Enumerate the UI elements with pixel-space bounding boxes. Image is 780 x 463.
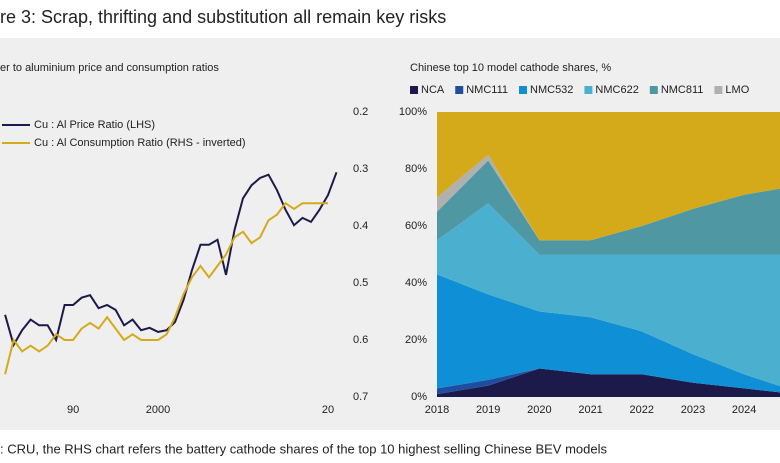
legend-label: Cu : Al Price Ratio (LHS): [34, 119, 155, 131]
legend-swatch: [410, 86, 418, 94]
x-tick-label: 2022: [630, 404, 654, 416]
x-tick-label: 20: [322, 404, 334, 416]
legend-label: NMC811: [661, 84, 704, 96]
area: [437, 203, 780, 387]
area: [437, 368, 780, 397]
x-tick-label: 2000: [146, 404, 170, 416]
area: [437, 112, 780, 241]
x-tick-label: 2020: [527, 404, 551, 416]
y-tick-label: 20%: [405, 334, 427, 346]
y2-tick-label: 0.3: [353, 163, 368, 175]
legend-label: NCA: [421, 84, 445, 96]
legend-swatch: [649, 86, 658, 94]
y2-tick-label: 0.7: [353, 391, 368, 403]
line: [4, 201, 328, 375]
figure-title: re 3: Scrap, thrifting and substitution …: [0, 7, 446, 27]
chart-title: Chinese top 10 model cathode shares, %: [410, 62, 611, 74]
legend-label: NMC622: [595, 84, 638, 96]
legend-label: NMC532: [530, 84, 573, 96]
area: [437, 160, 780, 255]
x-tick-label: 2024: [732, 404, 756, 416]
legend-swatch: [455, 86, 464, 94]
x-tick-label: 2021: [578, 404, 602, 416]
chart-title: er to aluminium price and consumption ra…: [0, 62, 219, 74]
legend-label: NMC111: [466, 84, 508, 96]
y2-tick-label: 0.5: [353, 277, 368, 289]
area: [437, 274, 780, 393]
y-tick-label: 100%: [399, 106, 427, 118]
y2-tick-label: 0.4: [353, 220, 368, 232]
x-tick-label: 2023: [681, 404, 705, 416]
x-tick-label: 2019: [476, 404, 500, 416]
y-tick-label: 0%: [411, 391, 427, 403]
footnote: : CRU, the RHS chart refers the battery …: [0, 441, 607, 456]
legend-swatch: [584, 86, 593, 94]
x-tick-label: 2018: [425, 404, 449, 416]
y2-tick-label: 0.2: [353, 106, 368, 118]
legend-swatch: [714, 86, 723, 94]
y-tick-label: 40%: [405, 277, 427, 289]
y2-tick-label: 0.6: [353, 334, 368, 346]
y-tick-label: 60%: [405, 220, 427, 232]
y-tick-label: 80%: [405, 163, 427, 175]
x-tick-label: 90: [67, 404, 79, 416]
legend-label: Cu : Al Consumption Ratio (RHS - inverte…: [34, 137, 246, 149]
legend-swatch: [519, 86, 528, 94]
legend-label: LMO: [725, 84, 749, 96]
